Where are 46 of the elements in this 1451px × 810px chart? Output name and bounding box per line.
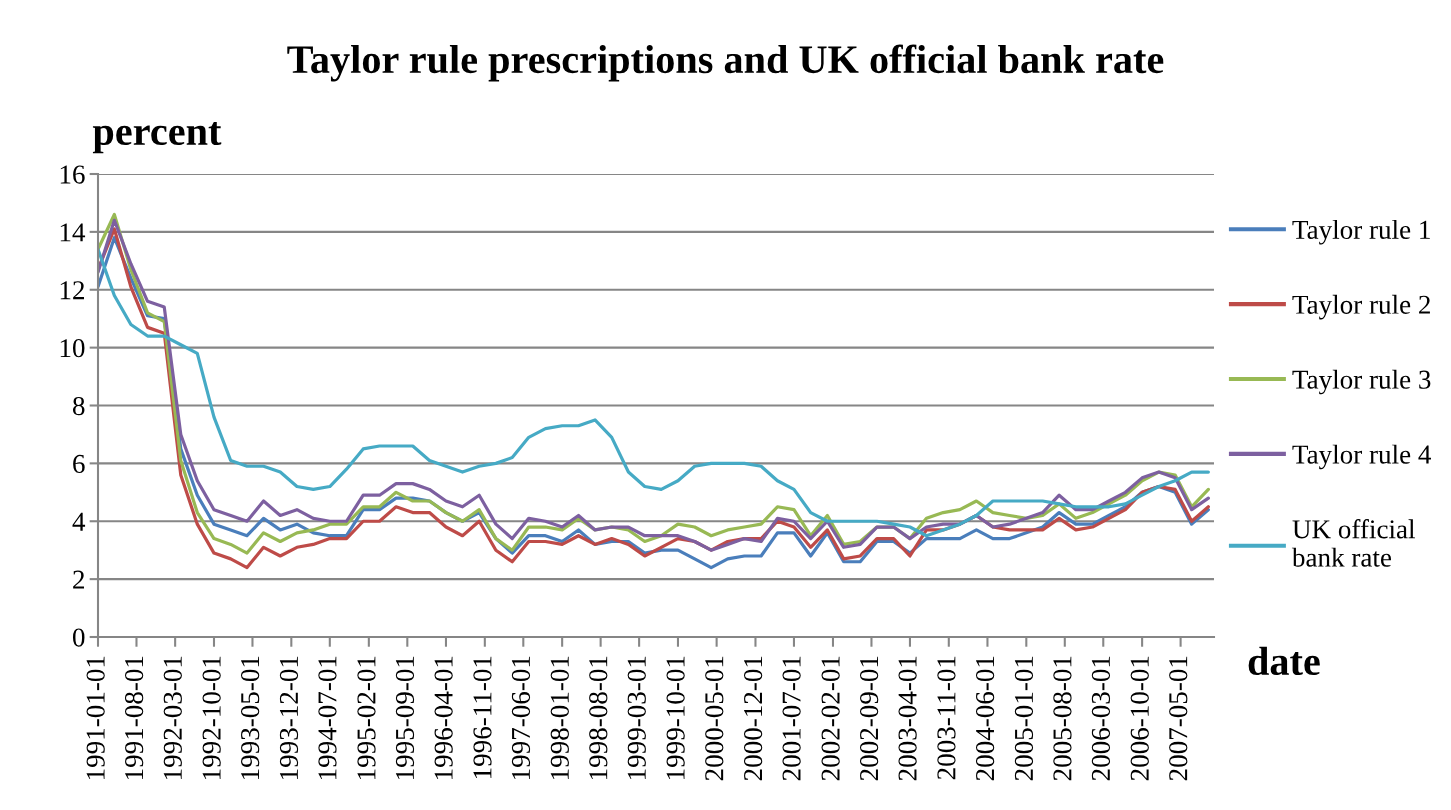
x-axis-title: date — [1248, 646, 1320, 676]
x-tick-label: 2000-12-01 — [743, 656, 763, 781]
y-tick-label: 16 — [60, 165, 85, 184]
x-tick-label: 1993-05-01 — [240, 656, 260, 780]
y-tick-label: 2 — [73, 570, 85, 589]
y-tick-label: 8 — [72, 396, 85, 416]
y-tick-label: 10 — [60, 339, 85, 358]
x-tick-label: 2006-03-01 — [1091, 656, 1111, 781]
x-tick-label: 2001-07-01 — [782, 656, 801, 781]
x-tick-label: 1991-08-01 — [124, 656, 144, 780]
x-tick-label: 2005-08-01 — [1053, 656, 1072, 781]
y-tick-label: 6 — [73, 454, 85, 474]
legend-label: Taylor rule 2 — [1292, 294, 1430, 320]
x-tick-label: 1999-10-01 — [666, 656, 685, 780]
x-tick-label: 1992-10-01 — [202, 656, 221, 780]
y-tick-label: 12 — [60, 281, 85, 300]
legend-label: Taylor rule 3 — [1292, 369, 1431, 395]
legend-label: Taylor rule 4 — [1292, 444, 1431, 470]
x-tick-label: 1998-08-01 — [589, 656, 608, 780]
x-tick-label: 2002-09-01 — [859, 656, 879, 781]
x-tick-label: 2002-02-01 — [821, 656, 840, 781]
x-tick-label: 2005-01-01 — [1014, 656, 1034, 781]
x-tick-label: 1993-12-01 — [279, 656, 299, 780]
x-tick-label: 1999-03-01 — [627, 656, 646, 780]
y-tick-label: 14 — [60, 223, 86, 242]
x-tick-label: 1992-03-01 — [163, 656, 182, 780]
x-tick-label: 2003-04-01 — [898, 656, 917, 781]
x-tick-label: 1995-02-01 — [357, 656, 376, 780]
chart-title: Taylor rule prescriptions and UK official bank rate — [287, 44, 1164, 82]
x-tick-label: 1998-01-01 — [550, 656, 569, 780]
x-tick-label: 1994-07-01 — [318, 656, 337, 780]
x-tick-label: 1997-06-01 — [511, 656, 531, 780]
y-axis-title: percent — [92, 122, 222, 154]
x-tick-label: 2000-05-01 — [705, 656, 724, 781]
x-tick-label: 2006-10-01 — [1130, 656, 1149, 781]
x-tick-label: 2007-05-01 — [1169, 656, 1188, 781]
legend-label: Taylor rule 1 — [1292, 219, 1430, 245]
y-tick-label: 4 — [72, 512, 86, 531]
x-tick-label: 1996-04-01 — [434, 656, 453, 780]
x-tick-label: 2003-11-01 — [937, 656, 956, 780]
x-tick-label: 2004-06-01 — [975, 656, 995, 781]
legend-label: UK official bank rate — [1291, 519, 1415, 567]
x-tick-label: 1991-01-01 — [86, 656, 105, 780]
x-tick-label: 1995-09-01 — [395, 656, 415, 780]
y-tick-label: 0 — [72, 628, 85, 647]
x-tick-label: 1996-11-01 — [473, 656, 492, 779]
